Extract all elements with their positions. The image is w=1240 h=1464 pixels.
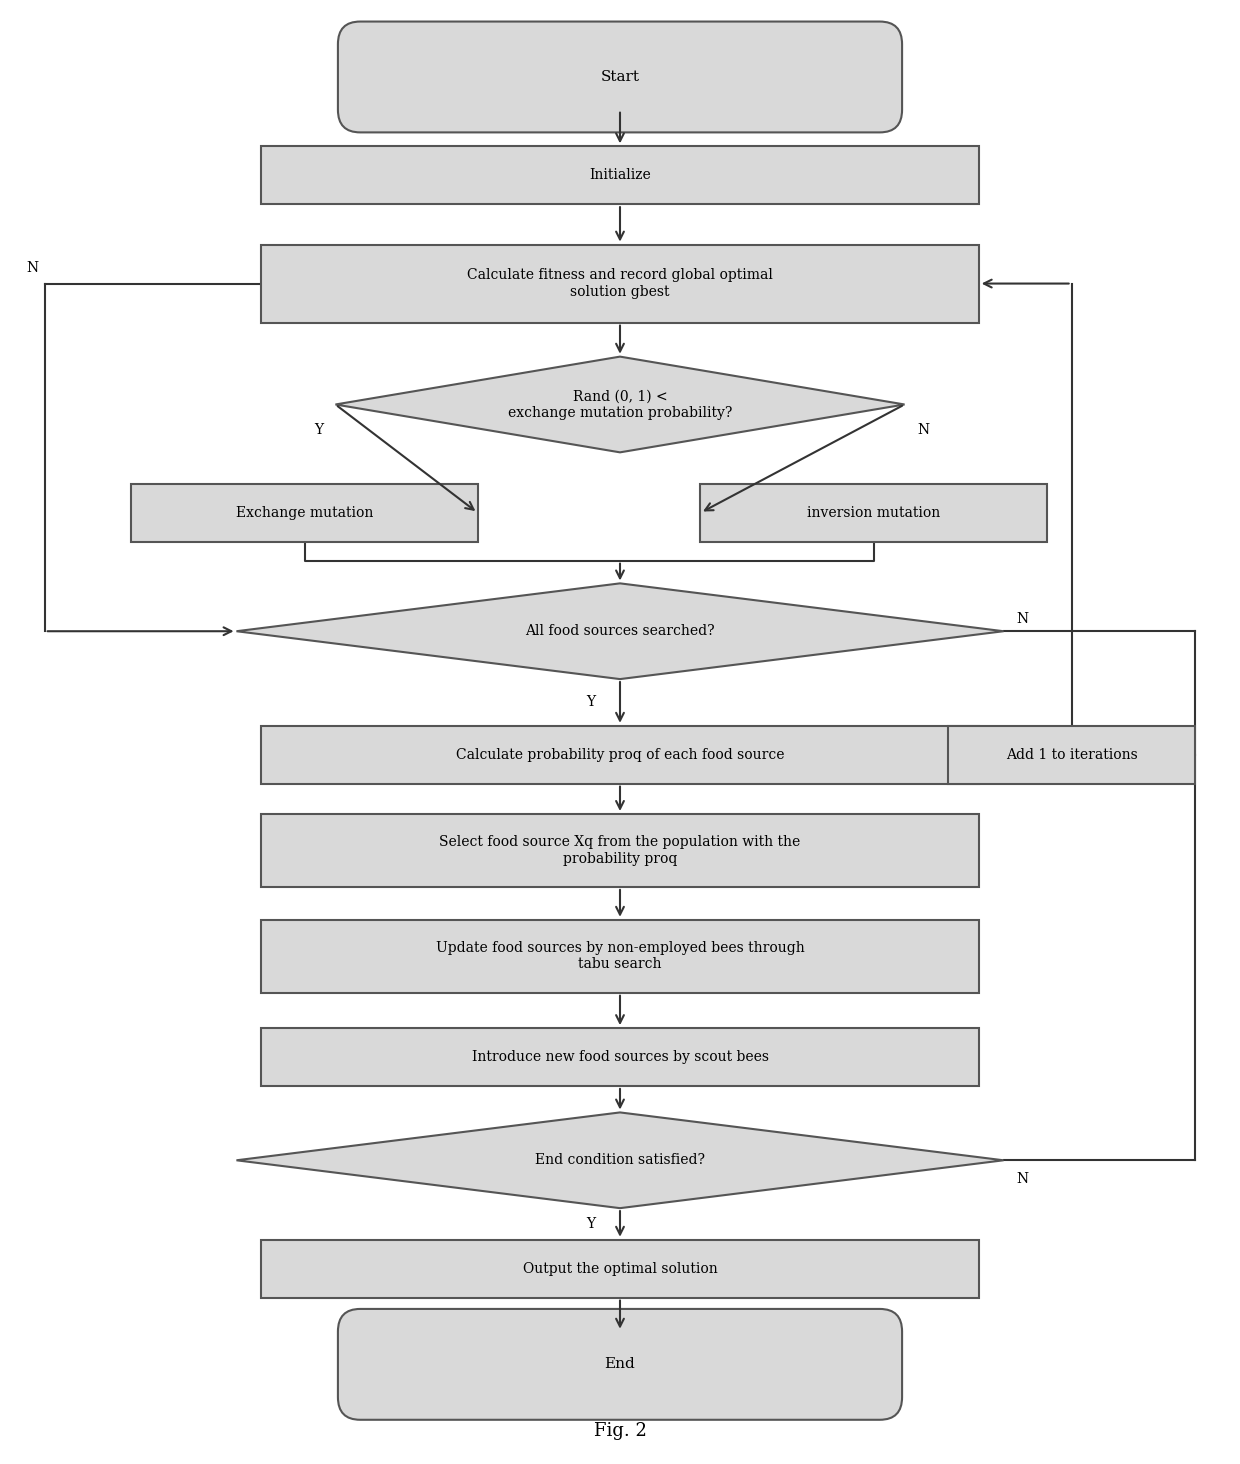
FancyBboxPatch shape [947,726,1195,783]
Text: N: N [1016,1173,1028,1186]
FancyBboxPatch shape [262,244,978,322]
FancyBboxPatch shape [339,22,901,132]
Text: End condition satisfied?: End condition satisfied? [534,1154,706,1167]
FancyBboxPatch shape [339,1309,901,1420]
Polygon shape [237,1113,1003,1208]
Text: Rand (0, 1) <
exchange mutation probability?: Rand (0, 1) < exchange mutation probabil… [508,389,732,420]
Text: N: N [916,423,929,436]
FancyBboxPatch shape [262,919,978,993]
FancyBboxPatch shape [262,814,978,887]
Text: Update food sources by non-employed bees through
tabu search: Update food sources by non-employed bees… [435,941,805,971]
Text: Select food source Xq from the population with the
probability proq: Select food source Xq from the populatio… [439,836,801,865]
Polygon shape [237,583,1003,679]
Text: Start: Start [600,70,640,83]
Text: Y: Y [314,423,324,436]
Text: Output the optimal solution: Output the optimal solution [522,1262,718,1275]
Text: N: N [1016,612,1028,625]
Text: N: N [26,262,38,275]
Text: inversion mutation: inversion mutation [807,507,940,520]
Text: All food sources searched?: All food sources searched? [526,624,714,638]
Text: Add 1 to iterations: Add 1 to iterations [1006,748,1137,761]
Text: Fig. 2: Fig. 2 [594,1422,646,1441]
Text: Y: Y [587,695,595,710]
FancyBboxPatch shape [262,1028,978,1086]
Text: Calculate fitness and record global optimal
solution gbest: Calculate fitness and record global opti… [467,268,773,299]
Text: Introduce new food sources by scout bees: Introduce new food sources by scout bees [471,1050,769,1064]
FancyBboxPatch shape [262,1240,978,1297]
FancyBboxPatch shape [131,483,477,542]
Text: Exchange mutation: Exchange mutation [236,507,373,520]
FancyBboxPatch shape [262,146,978,203]
FancyBboxPatch shape [262,726,978,783]
Text: Y: Y [587,1217,595,1231]
Text: Initialize: Initialize [589,168,651,182]
Text: End: End [605,1357,635,1372]
Text: Calculate probability proq of each food source: Calculate probability proq of each food … [456,748,784,761]
Polygon shape [336,357,904,452]
FancyBboxPatch shape [701,483,1047,542]
